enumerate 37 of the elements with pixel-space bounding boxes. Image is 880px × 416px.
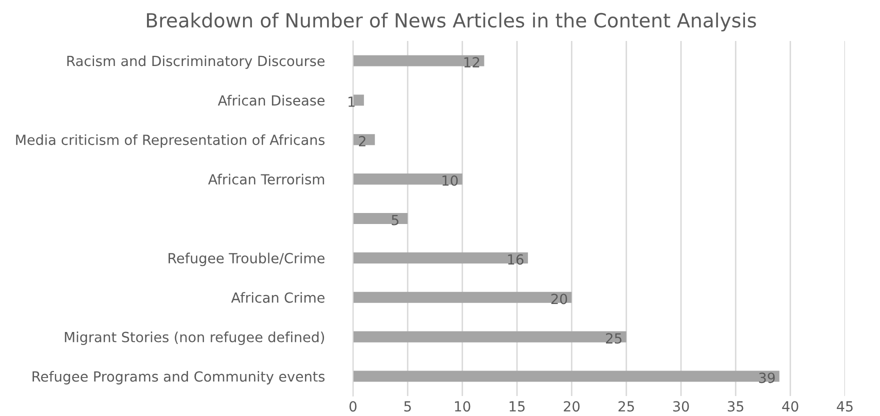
x-tick-label: 5 [404, 401, 411, 412]
bar [353, 174, 462, 185]
bar [353, 331, 626, 342]
data-label: 25 [606, 333, 622, 344]
bar [353, 55, 484, 66]
y-tick-label: Migrant Stories (non refugee defined) [64, 332, 324, 345]
bar [353, 134, 375, 146]
x-tick-label: 25 [618, 401, 634, 412]
y-tick-label: African Crime [231, 292, 324, 303]
data-label: 16 [508, 254, 524, 265]
y-tick-label: Media criticism of Representation of Africans [16, 134, 325, 148]
y-tick-label: Racism and Discriminatory Discourse [67, 55, 324, 69]
data-label: 20 [551, 294, 568, 304]
bar [353, 94, 364, 106]
chart-title: Breakdown of Number of News Articles in the Content Analysis [146, 12, 756, 32]
bar [353, 370, 780, 382]
data-label: 5 [392, 214, 398, 226]
x-tick-label: 35 [728, 401, 744, 412]
x-tick-label: 20 [564, 401, 580, 412]
x-tick-label: 40 [782, 401, 798, 412]
data-label: 1 [348, 96, 355, 107]
data-label: 39 [759, 372, 775, 384]
x-tick-label: 30 [673, 401, 689, 412]
data-label: 12 [464, 57, 480, 68]
bar [353, 212, 408, 224]
x-tick-label: 45 [836, 401, 853, 412]
x-tick-label: 10 [455, 401, 470, 412]
y-tick-label: Refugee Programs and Community events [32, 371, 325, 384]
x-tick-label: 0 [349, 401, 356, 412]
y-tick-label: African Disease [218, 94, 324, 106]
y-tick-label: African Terrorism [208, 174, 324, 185]
data-label: 2 [358, 136, 366, 146]
x-tick-label: 15 [510, 401, 525, 412]
y-tick-label: Refugee Trouble/Crime [168, 252, 324, 266]
bar [353, 252, 528, 264]
bar [353, 292, 572, 303]
data-label: 10 [442, 175, 458, 186]
